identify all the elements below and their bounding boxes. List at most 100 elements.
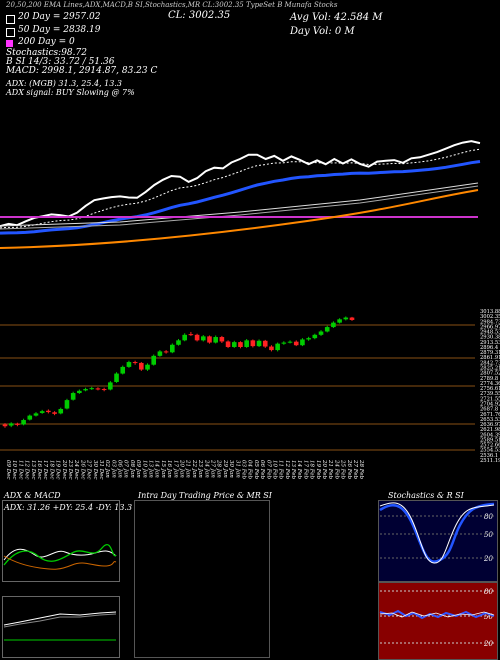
candle-body: [281, 342, 287, 344]
date-tick-label: 03 Jan: [110, 460, 116, 478]
date-tick-label: 31 Jan: [234, 460, 240, 478]
date-tick-label: 28 Jan: [216, 459, 222, 478]
date-tick-label: 10 Feb: [271, 460, 277, 480]
candle-body: [337, 319, 342, 323]
candle-body: [188, 334, 194, 336]
date-tick-label: 30 Jan: [228, 460, 234, 478]
band-line-1: [0, 182, 479, 227]
date-tick-label: 19 Feb: [315, 460, 321, 480]
candle-body: [219, 337, 225, 342]
date-tick-label: 02 Jan: [104, 460, 110, 478]
candle-body: [2, 424, 8, 427]
date-tick-label: 21 Jan: [185, 459, 191, 478]
date-tick-label: 09 Dec: [5, 460, 11, 480]
price-tick-label: 2948.53: [480, 330, 500, 336]
ema50-line: [0, 160, 481, 235]
date-tick-label: 13 Jan: [148, 460, 154, 478]
stoch-k-line: [379, 502, 495, 563]
date-tick-label: 13 Feb: [290, 460, 296, 480]
cl-label: CL: 3002.35: [168, 10, 231, 21]
date-tick-label: 06 Jan: [117, 460, 123, 478]
macd-signal-line: [3, 613, 117, 628]
candle-body: [331, 322, 336, 328]
price-tick-label: 2621.98: [480, 427, 500, 433]
candle-body: [262, 340, 268, 347]
candle-body: [231, 342, 237, 347]
price-tick-label: 2825.21: [480, 366, 500, 372]
rsi-line-2: [379, 611, 495, 618]
ema20-label: 20 Day = 2957.02: [18, 12, 101, 22]
candle-body: [120, 366, 126, 374]
date-tick-label: 26 Feb: [346, 459, 352, 480]
adx-panel-title: ADX & MACD: [4, 491, 61, 500]
price-tick-label: 2789.8: [480, 376, 498, 382]
price-tick-label: 2739.55: [480, 391, 500, 397]
date-tick-label: 21 Feb: [327, 459, 333, 480]
macd-readout: MACD: 2998.1, 2914.87, 83.23 C: [6, 66, 158, 76]
candle-body: [170, 344, 175, 353]
date-tick-label: 07 Jan: [123, 460, 129, 478]
candle-body: [287, 341, 293, 343]
ema-lines: [0, 140, 481, 249]
day-vol: Day Vol: 0 M: [290, 26, 355, 37]
price-tick-label: 2536.1: [480, 453, 498, 459]
price-tick-label: 2671.76: [480, 412, 500, 418]
candle-body: [250, 340, 256, 347]
date-tick-label: 29 Jan: [222, 459, 228, 478]
price-tick-label: 2930.38: [480, 335, 500, 341]
stoch-panel-title: Stochastics & R SI: [388, 491, 464, 500]
candle-body: [83, 389, 88, 391]
price-tick-label: 2511.19: [480, 458, 500, 464]
candle-body: [101, 389, 107, 391]
price-tick-label: 2756.61: [480, 386, 500, 392]
ema50-swatch: [6, 28, 15, 37]
price-tick-label: 2554.53: [480, 448, 500, 454]
candles: [2, 316, 355, 428]
date-tick-label: 10 Jan: [141, 460, 147, 478]
date-tick-label: 14 Jan: [154, 460, 160, 478]
date-tick-label: 11 Dec: [17, 460, 23, 480]
candle-body: [306, 338, 311, 340]
candle-body: [244, 340, 249, 347]
ema20-swatch: [6, 15, 15, 24]
date-tick-label: 17 Feb: [302, 460, 308, 480]
candle-body: [139, 362, 144, 370]
rsi-line: [379, 609, 495, 620]
candle-body: [126, 362, 132, 367]
date-tick-label: 19 Dec: [55, 460, 61, 480]
candle-body: [194, 334, 200, 341]
price-tick-label: 2913.53: [480, 340, 500, 346]
date-tick-label: 22 Jan: [191, 459, 197, 478]
date-tick-label: 07 Feb: [265, 460, 271, 480]
date-tick-label: 14 Feb: [296, 460, 302, 480]
candle-body: [225, 341, 231, 347]
ema200-swatch: [6, 40, 13, 47]
candle-body: [293, 341, 299, 346]
date-tick-label: 25 Feb: [340, 459, 346, 480]
adx-panel: [2, 500, 120, 582]
price-tick-label: 2896.4: [480, 345, 499, 351]
candle-body: [132, 362, 138, 364]
price-tick-label: 2984.73: [480, 319, 500, 325]
price-tick-label: 2687.8: [480, 407, 498, 413]
date-tick-label: 23 Jan: [197, 459, 203, 478]
candle-body: [77, 390, 82, 394]
price-tick-label: 2966.97: [480, 324, 500, 330]
date-tick-label: 03 Feb: [240, 460, 246, 480]
date-tick-label: 05 Feb: [253, 460, 259, 480]
bsi-readout: B SI 14/3: 33.72 / 51.36: [6, 57, 115, 67]
candle-body: [108, 382, 113, 390]
date-tick-label: 20 Dec: [61, 459, 67, 480]
orange-trend-line: [0, 189, 479, 249]
date-tick-label: 10 Dec: [11, 460, 17, 480]
candle-body: [114, 373, 119, 382]
candle-body: [70, 393, 76, 400]
top-strip: 20,50,200 EMA Lines,ADX,MACD,B SI,Stocha…: [6, 1, 338, 9]
date-tick-label: 08 Jan: [129, 460, 135, 478]
candle-body: [89, 388, 95, 390]
candle-body: [33, 413, 39, 416]
candle-body: [300, 339, 305, 346]
candle-body: [275, 343, 280, 351]
candle-body: [95, 388, 101, 390]
